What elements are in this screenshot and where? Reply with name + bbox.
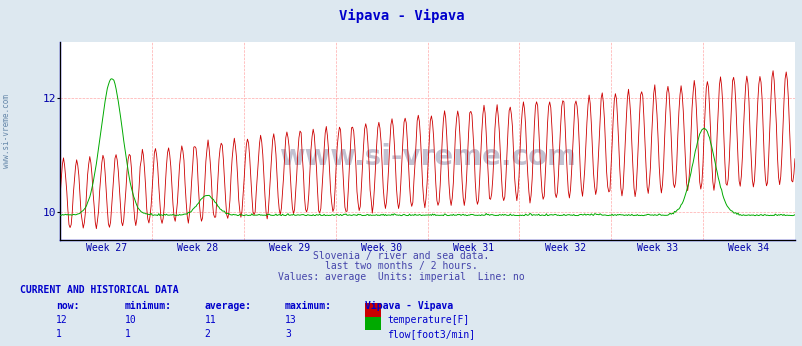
Text: 12: 12 — [56, 315, 68, 325]
Text: Vipava - Vipava: Vipava - Vipava — [365, 301, 453, 311]
Text: 13: 13 — [285, 315, 297, 325]
Text: average:: average: — [205, 301, 252, 311]
Text: Values: average  Units: imperial  Line: no: Values: average Units: imperial Line: no — [277, 272, 525, 282]
Text: 2: 2 — [205, 329, 210, 339]
Text: maximum:: maximum: — [285, 301, 332, 311]
Text: CURRENT AND HISTORICAL DATA: CURRENT AND HISTORICAL DATA — [20, 285, 179, 295]
Text: Vipava - Vipava: Vipava - Vipava — [338, 9, 464, 23]
Text: 10: 10 — [124, 315, 136, 325]
Text: 11: 11 — [205, 315, 217, 325]
Text: www.si-vreme.com: www.si-vreme.com — [2, 94, 11, 169]
Text: now:: now: — [56, 301, 79, 311]
Text: Slovenia / river and sea data.: Slovenia / river and sea data. — [313, 251, 489, 261]
Text: www.si-vreme.com: www.si-vreme.com — [279, 143, 575, 171]
Text: 1: 1 — [124, 329, 130, 339]
Text: 1: 1 — [56, 329, 62, 339]
Text: flow[foot3/min]: flow[foot3/min] — [387, 329, 475, 339]
Text: 3: 3 — [285, 329, 290, 339]
Text: minimum:: minimum: — [124, 301, 172, 311]
Text: temperature[F]: temperature[F] — [387, 315, 468, 325]
Text: last two months / 2 hours.: last two months / 2 hours. — [325, 261, 477, 271]
